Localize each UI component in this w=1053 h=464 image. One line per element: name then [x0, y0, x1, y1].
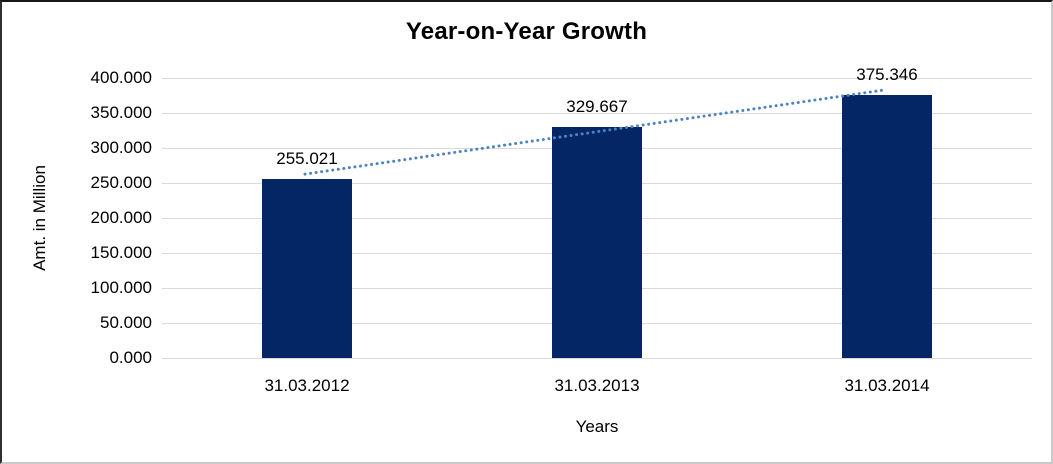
- bar: [552, 127, 642, 358]
- y-axis-tick-label: 300.000: [90, 138, 152, 157]
- y-axis-tick-label: 350.000: [90, 103, 152, 122]
- x-axis-tick-label: 31.03.2014: [844, 376, 930, 395]
- bar: [262, 179, 352, 358]
- x-axis-tick-label: 31.03.2013: [554, 376, 640, 395]
- gridline: [162, 357, 1032, 359]
- y-axis-tick-label: 50.000: [100, 313, 152, 332]
- bar-data-label: 255.021: [276, 149, 338, 169]
- y-axis-title: Amt. in Million: [30, 165, 49, 271]
- gridline: [162, 77, 1032, 79]
- x-axis-tick-label: 31.03.2012: [264, 376, 350, 395]
- y-axis-tick-label: 0.000: [109, 348, 152, 367]
- y-axis-tick-label: 200.000: [90, 208, 152, 227]
- y-axis-tick-label: 100.000: [90, 278, 152, 297]
- y-axis-tick-label: 400.000: [90, 68, 152, 87]
- chart-title: Year-on-Year Growth: [405, 18, 648, 45]
- y-axis-tick-label: 150.000: [90, 243, 152, 262]
- bar-data-label: 375.346: [856, 65, 918, 85]
- bar: [842, 95, 932, 358]
- y-axis-tick-label: 250.000: [90, 173, 152, 192]
- x-axis-title: Years: [575, 417, 619, 436]
- bar-data-label: 329.667: [566, 97, 628, 117]
